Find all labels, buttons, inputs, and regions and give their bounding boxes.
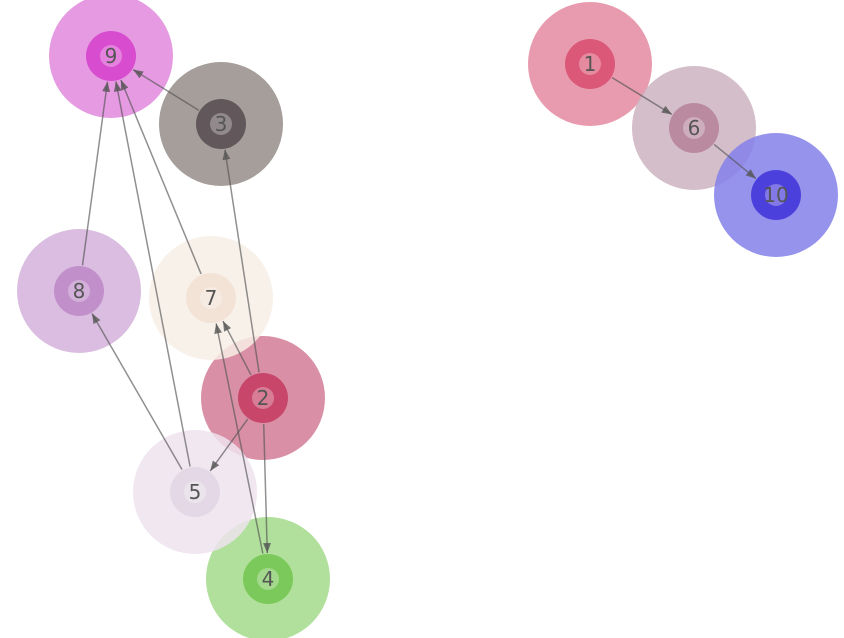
node-label: 8 [73, 279, 86, 303]
edge-2-to-3 [222, 149, 260, 373]
edge-7-to-9 [120, 79, 202, 275]
node-label: 9 [105, 44, 118, 68]
node-label-bg [683, 117, 705, 139]
edge-5-to-9 [113, 81, 191, 467]
node-label: 2 [257, 386, 270, 410]
edge-4-to-7 [214, 323, 264, 554]
node-5 [133, 430, 257, 554]
node-label-bg [100, 45, 122, 67]
node-core [751, 170, 801, 220]
edge-3-to-9 [132, 69, 200, 111]
node-label: 4 [262, 567, 275, 591]
node-label-bg [200, 287, 222, 309]
node-7 [149, 236, 273, 360]
node-label-bg [257, 568, 279, 590]
node-label-bg [184, 481, 206, 503]
node-2 [201, 336, 325, 460]
node-label: 3 [215, 112, 228, 136]
edge-2-to-4 [262, 423, 272, 554]
node-10 [714, 133, 838, 257]
node-label: 6 [688, 116, 701, 140]
node-label: 10 [763, 183, 788, 207]
node-label: 1 [584, 52, 597, 76]
node-core [186, 273, 236, 323]
node-3 [159, 62, 283, 186]
edge-2-to-7 [222, 320, 252, 376]
node-core [238, 373, 288, 423]
node-core [170, 467, 220, 517]
node-core [243, 554, 293, 604]
edge-6-to-10 [713, 143, 757, 180]
node-label: 5 [189, 480, 202, 504]
node-9 [49, 0, 173, 118]
node-label-bg [210, 113, 232, 135]
node-core [54, 266, 104, 316]
node-6 [632, 66, 756, 190]
node-4 [206, 517, 330, 638]
node-1 [528, 2, 652, 126]
node-label-bg [252, 387, 274, 409]
node-label-bg [68, 280, 90, 302]
node-label: 7 [205, 286, 218, 310]
edge-2-to-5 [209, 418, 249, 472]
edge-8-to-9 [81, 81, 111, 266]
node-label-bg [579, 53, 601, 75]
edge-5-to-8 [91, 313, 183, 470]
node-core [565, 39, 615, 89]
node-core [196, 99, 246, 149]
node-core [86, 31, 136, 81]
node-core [669, 103, 719, 153]
edge-1-to-6 [611, 76, 673, 116]
node-label-bg [765, 184, 787, 206]
node-8 [17, 229, 141, 353]
